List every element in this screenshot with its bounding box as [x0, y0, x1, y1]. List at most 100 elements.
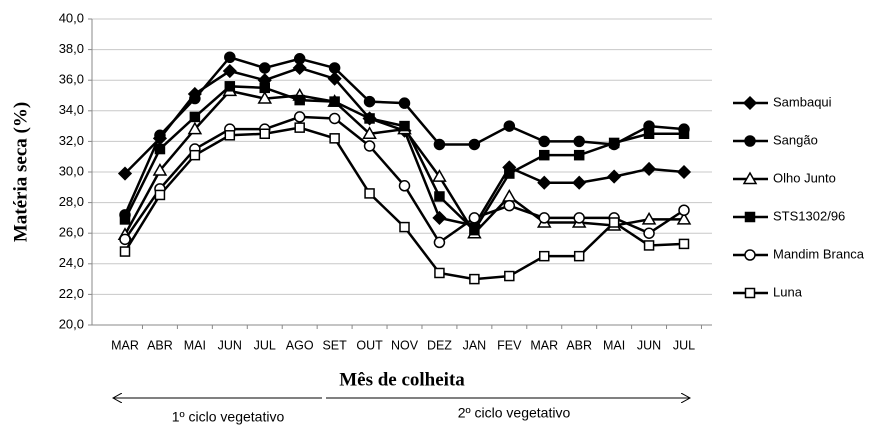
data-point — [676, 164, 692, 180]
data-point — [364, 113, 375, 124]
data-point — [468, 138, 481, 151]
data-point — [572, 175, 587, 190]
data-point — [154, 129, 166, 142]
data-point — [432, 169, 447, 182]
y-tick-label: 28,0 — [59, 194, 84, 209]
data-point — [364, 188, 375, 199]
series-line — [123, 126, 685, 281]
data-point — [538, 135, 550, 148]
x-tick-label: JUN — [218, 338, 242, 352]
data-point — [189, 92, 201, 105]
data-point — [398, 180, 411, 192]
data-point — [643, 227, 655, 239]
y-tick-label: 38,0 — [59, 41, 84, 56]
data-point — [676, 211, 692, 225]
x-tick-label: OUT — [356, 338, 383, 352]
legend-label: Luna — [773, 284, 803, 299]
data-point — [502, 188, 517, 202]
y-tick-label: 34,0 — [59, 102, 84, 117]
x-tick-label: ABR — [566, 338, 592, 352]
data-point — [259, 82, 270, 94]
data-point — [433, 236, 446, 249]
y-tick-label: 40,0 — [59, 10, 84, 25]
x-tick-label: JUL — [673, 338, 695, 352]
y-axis-label: Matéria seca (%) — [10, 102, 31, 242]
y-tick-label: 26,0 — [59, 225, 84, 240]
data-point — [329, 96, 340, 107]
x-tick-label: AGO — [286, 338, 314, 352]
data-point — [468, 212, 481, 224]
data-point — [292, 60, 307, 76]
data-point — [154, 143, 166, 155]
data-point — [327, 71, 342, 86]
data-point — [399, 120, 410, 132]
x-tick-label: MAI — [184, 338, 206, 352]
x-tick-label: JUL — [254, 338, 276, 352]
data-point — [678, 128, 690, 139]
data-point — [187, 121, 203, 135]
data-point — [608, 217, 620, 228]
data-point — [539, 149, 550, 161]
data-point — [642, 161, 657, 177]
data-point — [573, 212, 585, 224]
legend-marker — [742, 171, 758, 185]
x-tick-label: ABR — [147, 338, 173, 352]
data-point — [189, 111, 201, 123]
legend-marker — [744, 211, 756, 223]
y-tick-label: 24,0 — [59, 255, 84, 270]
data-point — [432, 210, 447, 225]
x-tick-label: SET — [322, 338, 347, 352]
data-point — [224, 130, 236, 141]
x-tick-label: MAI — [603, 338, 625, 352]
legend-label: STS1302/96 — [773, 208, 845, 223]
legend-marker — [744, 287, 756, 299]
legend-label: Mandim Branca — [773, 246, 865, 261]
data-point — [434, 191, 445, 202]
data-point — [678, 238, 690, 250]
data-point — [539, 250, 550, 262]
data-point — [363, 95, 376, 108]
data-point — [293, 111, 306, 123]
data-point — [641, 211, 657, 225]
data-point — [538, 212, 550, 224]
data-point — [503, 199, 516, 212]
data-point — [607, 169, 622, 184]
y-tick-label: 20,0 — [59, 316, 84, 331]
data-point — [643, 128, 655, 139]
data-point — [293, 53, 306, 65]
data-point — [189, 149, 201, 161]
series-line — [123, 89, 684, 236]
data-point — [398, 97, 411, 109]
y-tick-label: 30,0 — [59, 163, 84, 178]
data-point — [399, 221, 410, 233]
data-point — [328, 62, 341, 74]
data-point — [119, 246, 131, 257]
data-point — [222, 63, 237, 79]
data-point — [119, 233, 131, 246]
data-point — [294, 122, 305, 133]
data-point — [294, 94, 305, 106]
data-point — [259, 128, 270, 139]
data-point — [678, 204, 690, 216]
x-tick-label: JAN — [463, 338, 487, 352]
legend-label: Sambaqui — [773, 94, 832, 109]
x-tick-label: JUN — [637, 338, 661, 352]
data-point — [329, 133, 340, 144]
y-tick-label: 32,0 — [59, 133, 84, 148]
y-tick-label: 22,0 — [59, 286, 84, 301]
y-tick-label: 36,0 — [59, 72, 84, 87]
data-point — [504, 270, 515, 282]
data-point — [117, 166, 133, 181]
x-tick-label: DEZ — [427, 338, 452, 352]
data-point — [643, 240, 655, 251]
data-point — [503, 120, 516, 132]
data-point — [362, 126, 377, 139]
data-point — [224, 51, 236, 63]
x-tick-label: FEV — [497, 338, 522, 352]
data-point — [573, 250, 585, 262]
data-point — [504, 168, 515, 179]
data-point — [257, 91, 273, 104]
annotation: 2º ciclo vegetativo — [458, 405, 571, 421]
legend-marker — [744, 135, 756, 147]
